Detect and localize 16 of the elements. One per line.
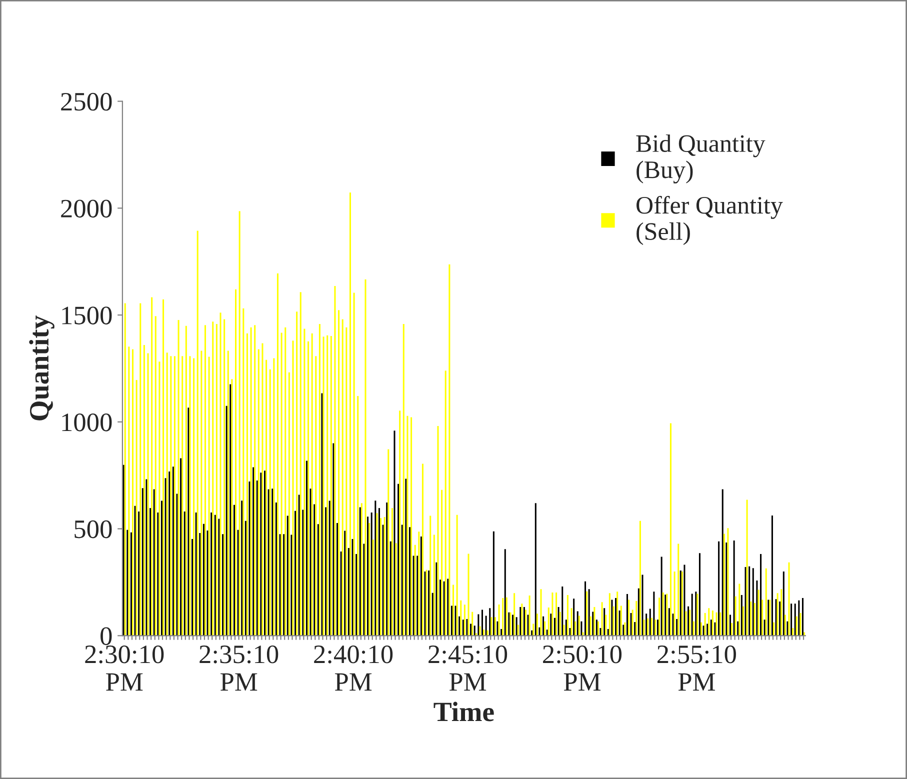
x-axis-title: Time — [434, 702, 494, 722]
x-tick-label: 2:35:10 PM — [200, 645, 278, 691]
y-tick-label: 1000 — [62, 414, 112, 432]
x-tick-label: 2:55:10 PM — [658, 645, 736, 691]
y-tick-label: 0 — [100, 627, 112, 646]
y-tick-label: 500 — [74, 520, 112, 538]
x-tick-label: 2:30:10 PM — [85, 645, 164, 691]
y-tick-label: 2500 — [61, 92, 112, 111]
y-tick-label: 2000 — [61, 200, 112, 218]
legend-label: Offer Quantity (Sell) — [636, 196, 783, 246]
x-tick-label: 2:50:10 PM — [543, 645, 622, 691]
legend-label: Bid Quantity (Buy) — [636, 134, 766, 184]
x-tick-label: 2:40:10 PM — [314, 645, 393, 691]
y-axis-title: Quantity — [29, 315, 54, 420]
x-tick-label: 2:45:10 PM — [428, 645, 508, 691]
y-tick-label: 1500 — [62, 306, 112, 324]
